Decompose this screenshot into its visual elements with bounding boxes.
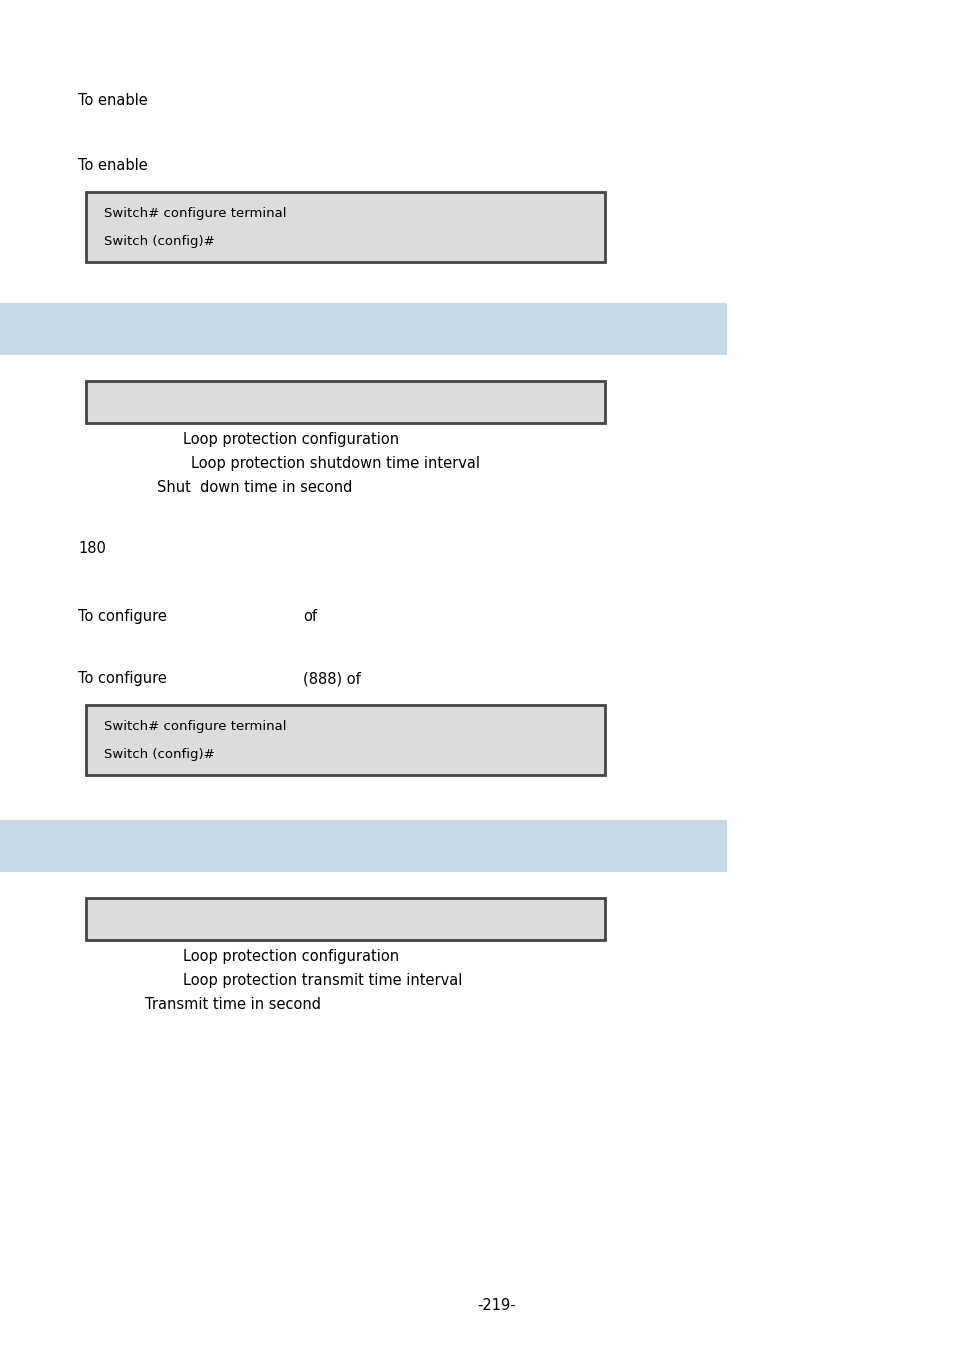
Text: Loop protection configuration: Loop protection configuration [183,949,398,964]
Text: To configure: To configure [78,609,167,624]
Text: Switch (config)#: Switch (config)# [104,235,214,248]
Bar [86,192,604,262]
Text: of: of [303,609,316,624]
Text: Shut  down time in second: Shut down time in second [157,481,352,495]
Bar [0,819,726,872]
Text: To enable: To enable [78,93,148,108]
Text: Loop protection transmit time interval: Loop protection transmit time interval [183,973,462,988]
Text: Loop protection shutdown time interval: Loop protection shutdown time interval [191,456,479,471]
Bar [86,898,604,940]
Text: Loop protection configuration: Loop protection configuration [183,432,398,447]
Text: Switch# configure terminal: Switch# configure terminal [104,207,286,220]
Text: (888) of: (888) of [303,671,360,686]
Text: To enable: To enable [78,158,148,173]
Bar [86,381,604,423]
Text: To configure: To configure [78,671,167,686]
Text: -219-: -219- [476,1297,515,1314]
Text: Transmit time in second: Transmit time in second [145,998,320,1012]
Text: Switch (config)#: Switch (config)# [104,748,214,761]
Text: 180: 180 [78,541,106,556]
Bar [86,705,604,775]
Bar [0,302,726,355]
Text: Switch# configure terminal: Switch# configure terminal [104,720,286,733]
